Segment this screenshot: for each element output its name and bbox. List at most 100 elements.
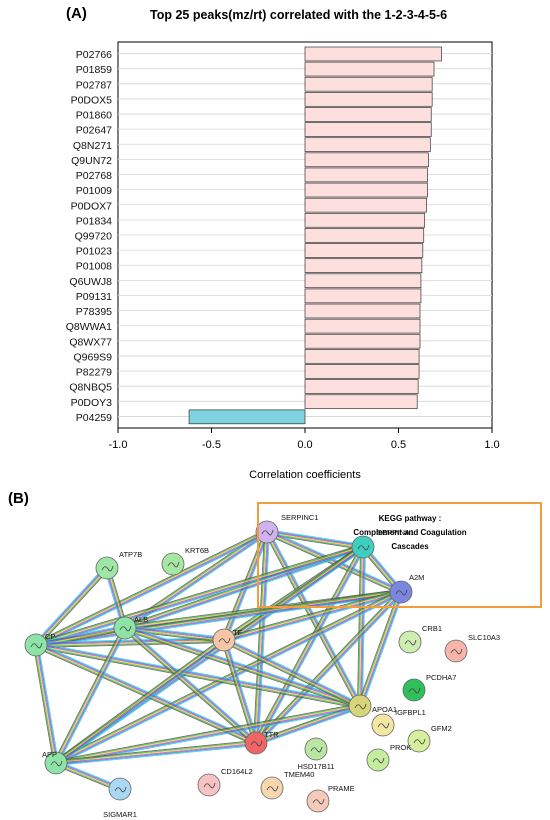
svg-text:CP: CP [45, 632, 55, 641]
bar-P0DOY3 [304, 394, 418, 410]
bar-P01834 [304, 212, 426, 228]
svg-text:GFM2: GFM2 [431, 724, 452, 733]
svg-text:KRT6B: KRT6B [185, 546, 209, 555]
bar-P0DOX7 [304, 197, 427, 213]
category-label: P09131 [76, 291, 112, 303]
category-label: Q969S9 [73, 351, 112, 363]
bar-P09131 [304, 288, 422, 304]
kegg-pathway-text: KEGG pathway : Complement and Coagulatio… [279, 512, 541, 554]
svg-text:ALB: ALB [134, 615, 148, 624]
category-label: Q8N271 [73, 140, 112, 152]
category-label: P02768 [76, 170, 112, 182]
node-serpinc1: SERPINC1 [255, 513, 319, 544]
edge-TTR-APP [55, 740, 257, 766]
bar-P02787 [304, 76, 433, 92]
edge-TF-APOA1 [222, 637, 362, 709]
edge-A2M-APOA1 [357, 591, 404, 707]
category-label: P01008 [76, 261, 112, 273]
edge-A2M-TTR [253, 589, 404, 746]
bar-P01860 [304, 107, 432, 122]
edge-SERPINA1-CP [35, 544, 364, 648]
node-apoa1: APOA1 [348, 694, 397, 718]
node-hsd17b11: HSD17B11 [298, 737, 335, 771]
bar-Q9UN72 [304, 152, 429, 168]
node-tf: TF [212, 628, 243, 652]
node-prame: PRAME [306, 784, 355, 813]
category-label: Q6UWJ8 [69, 276, 112, 288]
node-app: APP [42, 750, 68, 775]
kegg-title: KEGG pathway : [378, 514, 442, 523]
category-label: P01009 [76, 185, 112, 197]
node-igfbpl1: IGFBPL1 [371, 708, 426, 737]
bar-chart: P02766 P01859 P02787 P0DOX5 P01860 P02647 Q8N2… [66, 41, 500, 481]
svg-text:APP: APP [42, 750, 57, 759]
node-gfm2: GFM2 [407, 724, 452, 753]
edge-CP-TF [35, 637, 225, 648]
bar-P01859 [304, 61, 435, 77]
node-cd164l2: CD164L2 [197, 767, 253, 797]
edge-CP-APP [33, 644, 59, 764]
node-serpina1: SERPINA1 [351, 528, 414, 559]
svg-text:PROK: PROK [390, 743, 411, 752]
svg-text:PCDHA7: PCDHA7 [426, 673, 456, 682]
kegg-pathway-box: KEGG pathway : Complement and Coagulatio… [257, 502, 542, 608]
svg-text:TTR: TTR [264, 730, 279, 739]
category-label: P0DOX7 [71, 200, 113, 212]
bar-Q969S9 [304, 349, 420, 364]
edge-APP-SIGMAR1 [54, 760, 122, 792]
node-cp: CP [24, 632, 55, 657]
network-diagram: SERPINC1 SERPINA1 KRT6B ATP7B A2M CP ALB TF CRB1… [24, 513, 500, 819]
category-label: P02647 [76, 125, 112, 137]
node-pcdha7: PCDHA7 [402, 673, 456, 702]
edge-SERPINA1-TTR [253, 545, 366, 745]
node-ttr: TTR [244, 730, 279, 755]
node-prok: PROK [366, 743, 411, 772]
bar-P82279 [304, 364, 420, 379]
category-label: Q99720 [75, 231, 113, 243]
panel-b-label: (B) [8, 490, 29, 507]
category-label: P0DOX5 [71, 94, 113, 106]
x-axis-label: Correlation coefficients [249, 469, 361, 481]
node-crb1: CRB1 [398, 624, 442, 654]
svg-text:SERPINC1: SERPINC1 [281, 513, 319, 522]
node-sigmar1: SIGMAR1 [103, 777, 137, 819]
kegg-line2: Complement and Coagulation [353, 528, 467, 537]
category-label: P04259 [76, 412, 112, 424]
x-tick-label: -0.5 [202, 439, 221, 451]
svg-text:CRB1: CRB1 [422, 624, 442, 633]
kegg-line3: Cascades [391, 542, 429, 551]
edge-CP-ATP7B [33, 566, 110, 647]
edge-SERPINC1-A2M [265, 529, 403, 595]
edge-A2M-TF [223, 589, 402, 643]
bar-P02647 [304, 122, 432, 137]
category-label: P01834 [76, 215, 112, 227]
category-label: P01860 [76, 110, 112, 122]
chart-title: Top 25 peaks(mz/rt) correlated with the … [150, 8, 448, 22]
node-slc10a3: SLC10A3 [444, 633, 500, 663]
bar-P02766 [304, 46, 442, 62]
edge-TF-APP [54, 637, 226, 766]
svg-text:ATP7B: ATP7B [119, 550, 142, 559]
edge-ALB-TTR [123, 625, 258, 746]
node-atp7b: ATP7B [95, 550, 142, 580]
svg-text:IGFBPL1: IGFBPL1 [395, 708, 426, 717]
category-label: Q8NBQ5 [69, 382, 112, 394]
bar-Q6UWJ8 [304, 273, 422, 289]
category-label: P78395 [76, 306, 112, 318]
bar-P01009 [304, 182, 428, 198]
x-tick-label: 0.5 [391, 439, 406, 451]
svg-text:A2M: A2M [409, 573, 424, 582]
bar-P01008 [304, 258, 423, 273]
svg-text:SIGMAR1: SIGMAR1 [103, 810, 137, 819]
category-label: P0DOY3 [71, 397, 113, 409]
category-label: P01023 [76, 246, 112, 258]
bar-P01023 [304, 243, 424, 258]
svg-text:SERPINA1: SERPINA1 [377, 528, 414, 537]
bar-Q8NBQ5 [304, 379, 419, 394]
category-label: P02787 [76, 79, 112, 91]
node-alb: ALB [113, 615, 148, 640]
svg-text:HSD17B11: HSD17B11 [298, 762, 335, 771]
bar-P78395 [304, 303, 421, 319]
category-label: Q8WWA1 [66, 321, 112, 333]
category-label: Q9UN72 [71, 155, 112, 167]
